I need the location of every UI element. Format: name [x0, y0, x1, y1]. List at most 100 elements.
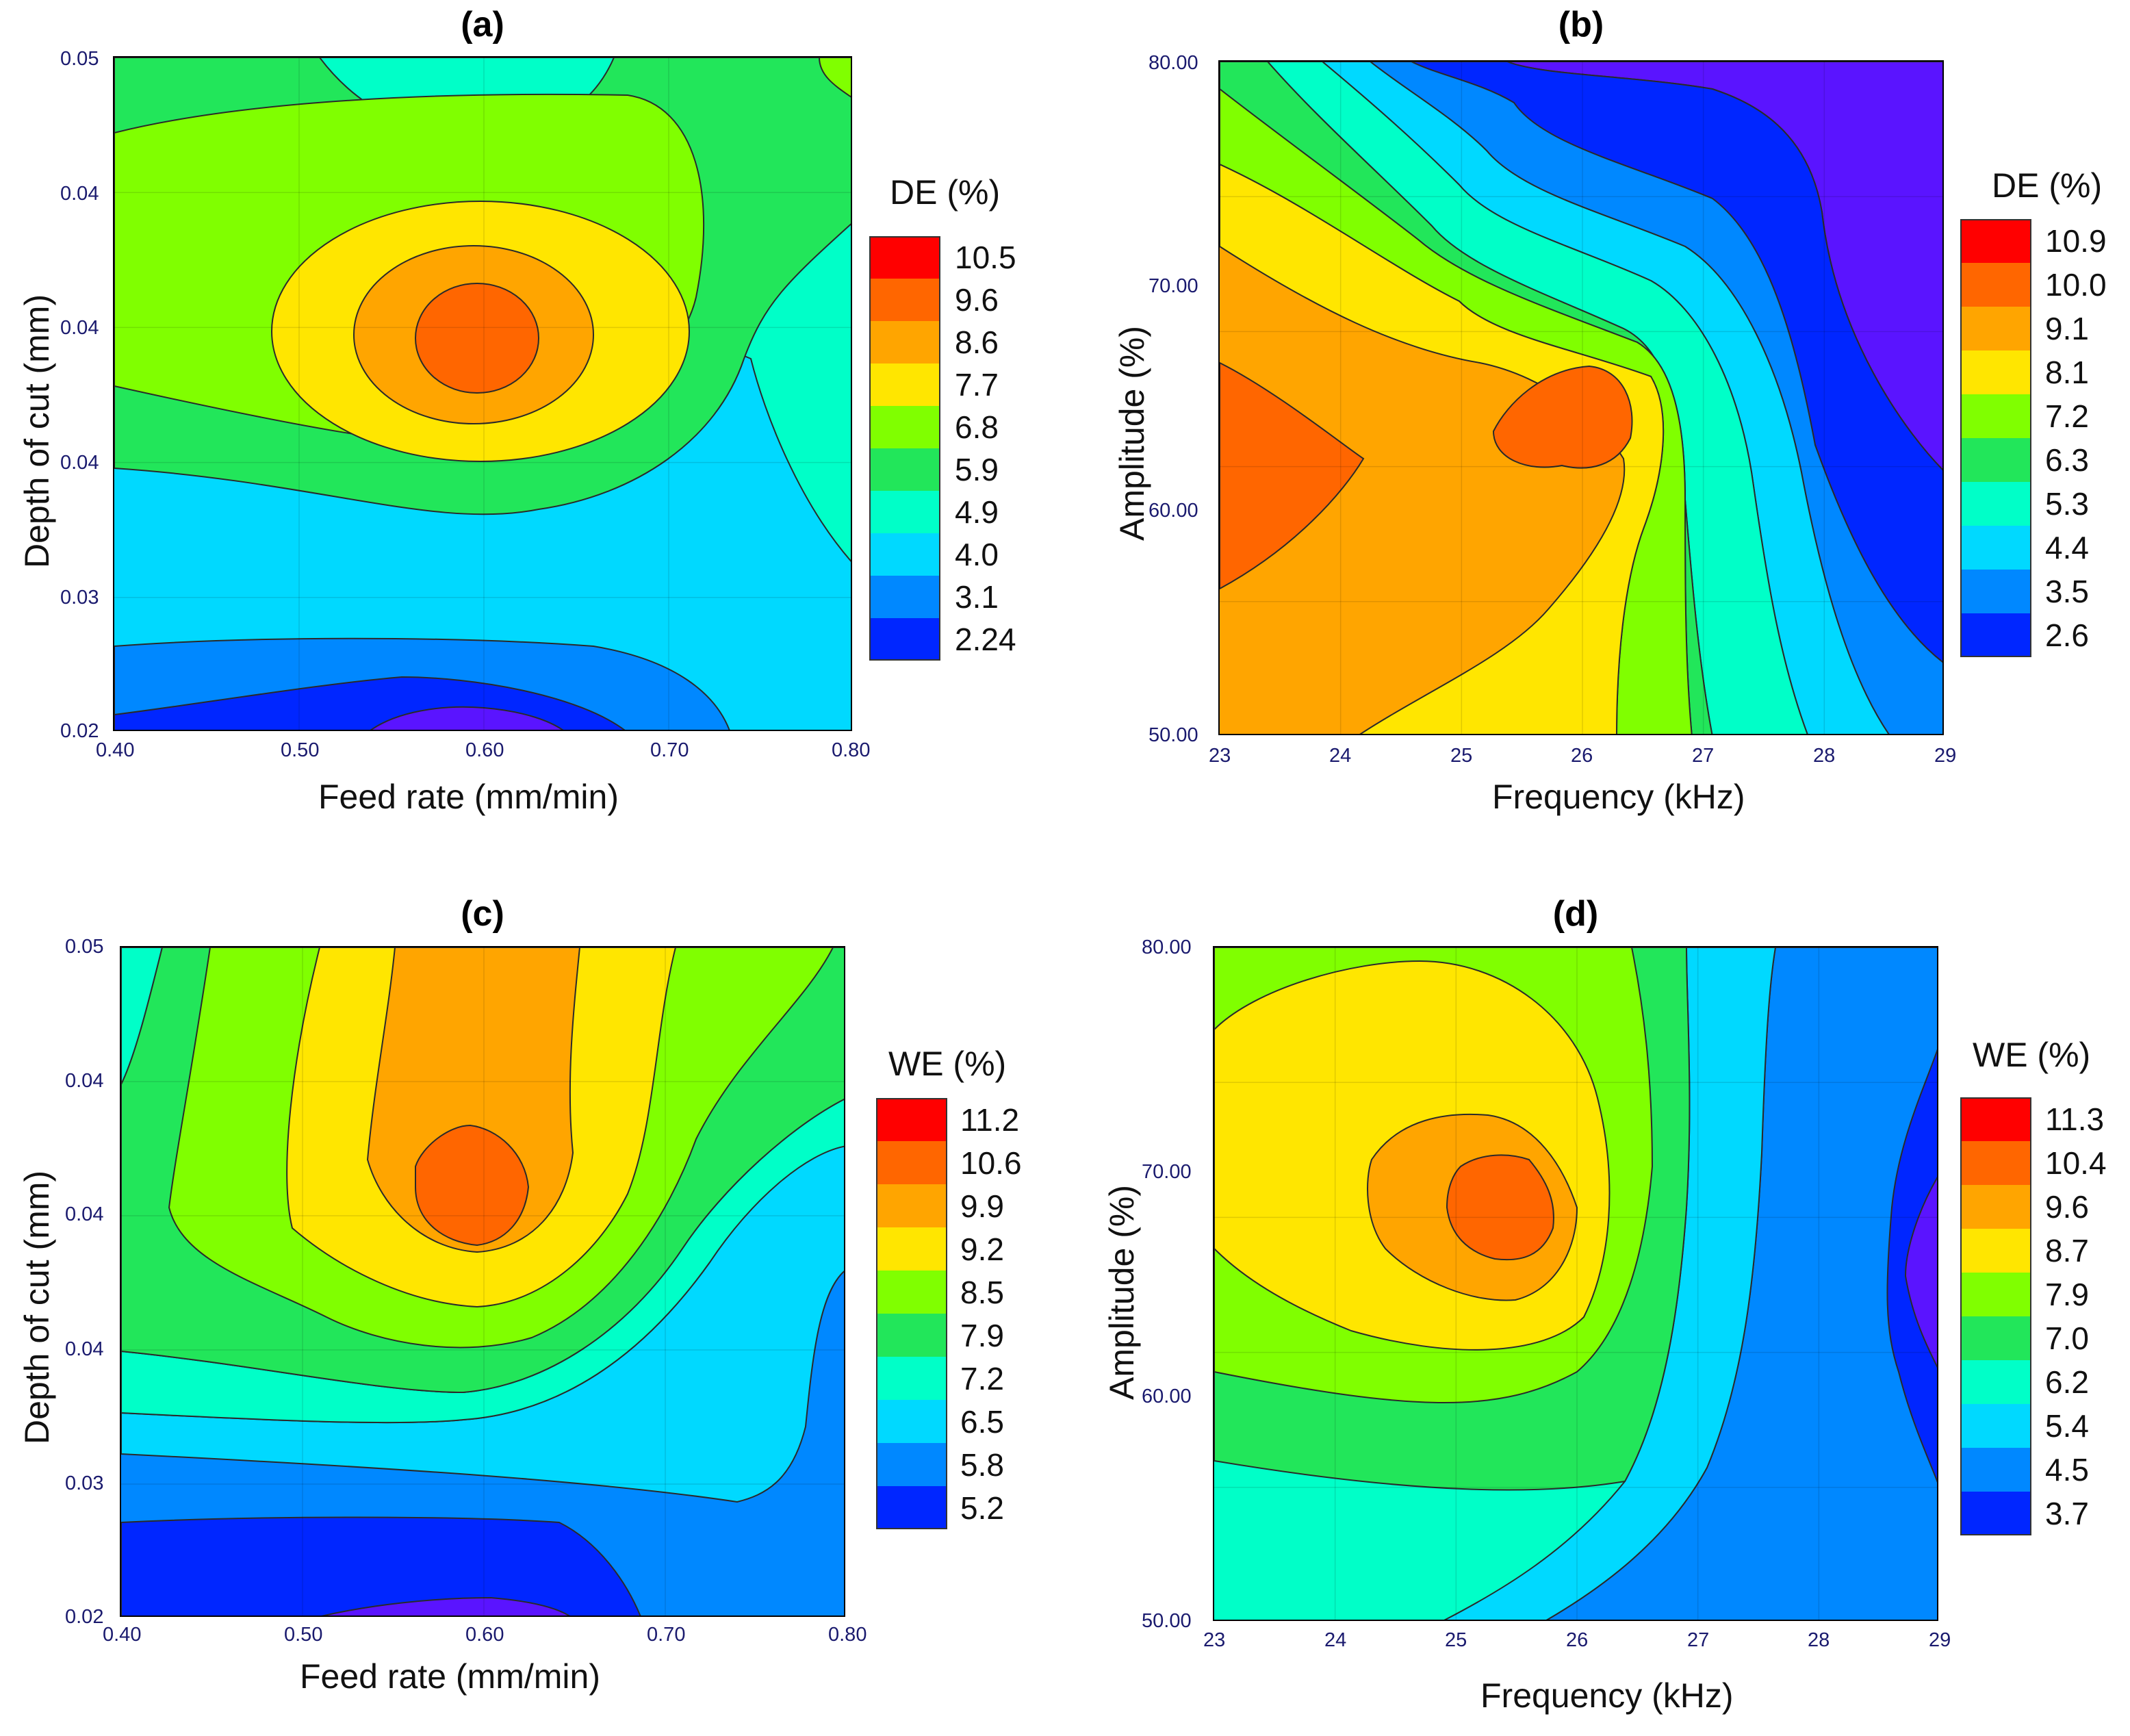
legend-label: 10.0 [2045, 267, 2107, 303]
x-tick-label: 28 [1813, 745, 1836, 767]
legend-swatch [1960, 1141, 2031, 1185]
legend-swatch [869, 363, 940, 406]
legend-swatch [1960, 438, 2031, 482]
x-axis-label: Feed rate (mm/min) [300, 1657, 600, 1696]
legend-label: 10.6 [960, 1145, 1022, 1181]
legend-swatch [876, 1184, 947, 1227]
legend-title: WE (%) [1973, 1036, 2091, 1074]
legend-label: 6.3 [2045, 442, 2089, 478]
contour-plot [1220, 62, 1942, 734]
legend-label: 7.0 [2045, 1320, 2089, 1356]
x-tick-label: 29 [1934, 745, 1957, 767]
x-axis-label: Frequency (kHz) [1492, 778, 1745, 816]
contour-band [1492, 365, 1633, 469]
plot-area [1213, 946, 1938, 1621]
chart-title: (d) [1552, 894, 1599, 934]
legend-label: 7.2 [960, 1361, 1004, 1396]
legend-swatch [876, 1141, 947, 1184]
y-tick-label: 70.00 [1142, 1161, 1192, 1183]
legend-swatch [1960, 1185, 2031, 1229]
legend-label: 4.0 [955, 537, 999, 572]
plot-area [120, 946, 845, 1617]
x-tick-label: 26 [1571, 745, 1593, 767]
legend-label: 7.7 [955, 367, 999, 403]
x-tick-label: 24 [1324, 1629, 1347, 1651]
x-tick-label: 0.60 [465, 1624, 504, 1646]
y-tick-label: 50.00 [1142, 1610, 1192, 1632]
contour-band [121, 1516, 641, 1616]
x-tick-label: 23 [1203, 1629, 1226, 1651]
y-tick-label: 0.04 [65, 1338, 104, 1360]
x-tick-label: 0.40 [103, 1624, 142, 1646]
legend-swatch [1960, 1273, 2031, 1316]
legend-swatch [876, 1271, 947, 1314]
contour-band [415, 283, 539, 394]
y-tick-label: 0.05 [60, 48, 99, 70]
y-tick-label: 60.00 [1142, 1386, 1192, 1407]
y-tick-label: 0.04 [60, 317, 99, 339]
y-tick-label: 0.04 [65, 1070, 104, 1092]
legend-swatch [869, 533, 940, 576]
legend-swatch [1960, 1492, 2031, 1535]
y-tick-label: 50.00 [1149, 724, 1198, 746]
legend-swatch [1960, 307, 2031, 350]
legend-swatch [876, 1443, 947, 1486]
legend-swatch [1960, 1316, 2031, 1360]
x-tick-label: 0.50 [281, 739, 320, 761]
chart-title: (c) [461, 894, 504, 934]
y-tick-label: 0.03 [60, 587, 99, 609]
legend-label: 9.6 [955, 282, 999, 318]
legend-label: 4.5 [2045, 1452, 2089, 1488]
x-tick-label: 29 [1929, 1629, 1951, 1651]
grid [114, 58, 851, 730]
legend-swatch [1960, 350, 2031, 394]
y-tick-label: 70.00 [1149, 275, 1198, 297]
legend-title: DE (%) [1992, 166, 2103, 205]
legend-label: 11.2 [960, 1102, 1020, 1138]
y-tick-label: 0.02 [60, 720, 99, 742]
contour-plot [114, 58, 851, 730]
legend-swatch [869, 321, 940, 363]
contour-band [1220, 163, 1665, 734]
legend-label: 9.6 [2045, 1189, 2089, 1225]
legend-label: 5.3 [2045, 486, 2089, 522]
legend-swatch [1960, 526, 2031, 570]
y-tick-label: 0.05 [65, 936, 104, 958]
legend-label: 5.2 [960, 1490, 1004, 1526]
y-tick-label: 80.00 [1142, 936, 1192, 958]
legend-label: 11.3 [2045, 1101, 2105, 1137]
legend-label: 5.8 [960, 1447, 1004, 1483]
plot-area [1218, 60, 1944, 735]
x-tick-label: 0.50 [284, 1624, 323, 1646]
legend-label: 5.4 [2045, 1408, 2089, 1444]
y-axis-label: Amplitude (%) [1103, 1185, 1141, 1400]
legend-swatch [876, 1098, 947, 1141]
legend-swatch [1960, 1360, 2031, 1404]
chart-title: (a) [461, 5, 504, 44]
grid [1220, 62, 1942, 734]
y-tick-label: 80.00 [1149, 52, 1198, 74]
legend-label: 10.4 [2045, 1145, 2107, 1181]
x-tick-label: 28 [1808, 1629, 1830, 1651]
contour-band [1220, 361, 1365, 590]
legend-swatch [1960, 570, 2031, 613]
chart-title: (b) [1558, 5, 1604, 44]
x-tick-label: 23 [1209, 745, 1231, 767]
legend-swatch [869, 279, 940, 321]
x-tick-label: 26 [1566, 1629, 1589, 1651]
x-tick-label: 0.70 [650, 739, 689, 761]
legend-label: 8.1 [2045, 355, 2089, 390]
y-tick-label: 0.04 [60, 452, 99, 474]
legend-swatch [1960, 1097, 2031, 1141]
x-axis-label: Feed rate (mm/min) [318, 778, 619, 816]
contour-plot [1214, 947, 1937, 1620]
x-tick-label: 24 [1329, 745, 1352, 767]
legend-label: 4.4 [2045, 530, 2089, 565]
legend-swatch [1960, 1448, 2031, 1492]
legend-swatch [1960, 613, 2031, 657]
legend-label: 9.1 [2045, 311, 2089, 346]
legend-swatch [1960, 263, 2031, 307]
legend-label: 10.9 [2045, 223, 2107, 259]
legend-label: 8.7 [2045, 1233, 2089, 1268]
y-axis-label: Depth of cut (mm) [18, 294, 56, 568]
